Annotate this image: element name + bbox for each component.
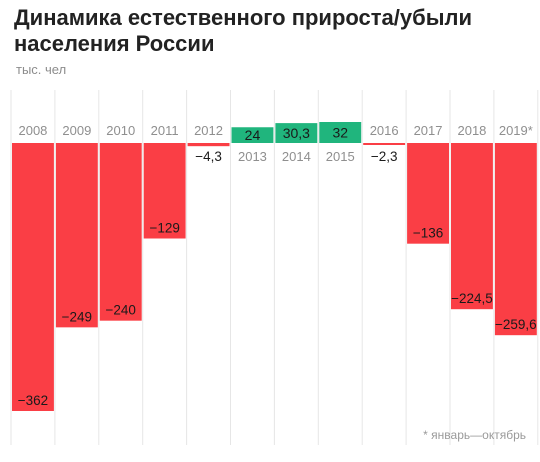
bar-2010: [99, 143, 142, 321]
bar-2015: [319, 122, 362, 143]
year-label-2008: 2008: [18, 123, 47, 138]
bar-2019*: [494, 143, 537, 336]
year-label-2014: 2014: [282, 149, 311, 164]
value-label-2016: −2,3: [371, 149, 398, 164]
year-label-2011: 2011: [151, 123, 179, 138]
bar-2013: [231, 127, 274, 143]
value-label-2009: −249: [62, 309, 92, 324]
bars: [12, 122, 537, 411]
value-label-2013: 24: [245, 127, 261, 143]
value-label-2015: 32: [332, 125, 348, 141]
value-label-2018: −224,5: [451, 291, 493, 306]
year-label-2017: 2017: [414, 123, 443, 138]
bar-2011: [143, 143, 186, 239]
year-label-2013: 2013: [238, 149, 267, 164]
year-label-2018: 2018: [457, 123, 486, 138]
year-label-2010: 2010: [106, 123, 135, 138]
year-label-2012: 2012: [194, 123, 223, 138]
value-label-2012: −4,3: [195, 149, 222, 164]
gridlines: [10, 90, 539, 445]
year-label-2016: 2016: [370, 123, 399, 138]
value-label-2011: −129: [149, 221, 179, 236]
chart-title: Динамика естественного прироста/убыли на…: [14, 5, 473, 56]
unit-label: тыс. чел: [16, 62, 67, 77]
bar-2009: [55, 143, 98, 328]
labels: 2008 −362 2009 −249 2010 −240 2011 −129 2012 −4,3…: [18, 123, 537, 408]
year-label-2009: 2009: [62, 123, 91, 138]
bar-2008: [12, 143, 54, 411]
value-label-2008: −362: [18, 393, 48, 408]
bar-2012: [187, 143, 230, 147]
value-label-2017: −136: [413, 226, 443, 241]
bar-2016: [363, 143, 406, 145]
value-label-2019*: −259,6: [495, 317, 537, 332]
bar-2017: [407, 143, 449, 244]
footnote: * январь—октябрь: [423, 428, 526, 442]
bar-2014: [275, 123, 318, 143]
value-label-2010: −240: [106, 303, 136, 318]
year-label-2015: 2015: [326, 149, 355, 164]
bar-2018: [451, 143, 493, 310]
value-label-2014: 30,3: [283, 125, 310, 141]
year-label-2019*: 2019*: [499, 123, 533, 138]
